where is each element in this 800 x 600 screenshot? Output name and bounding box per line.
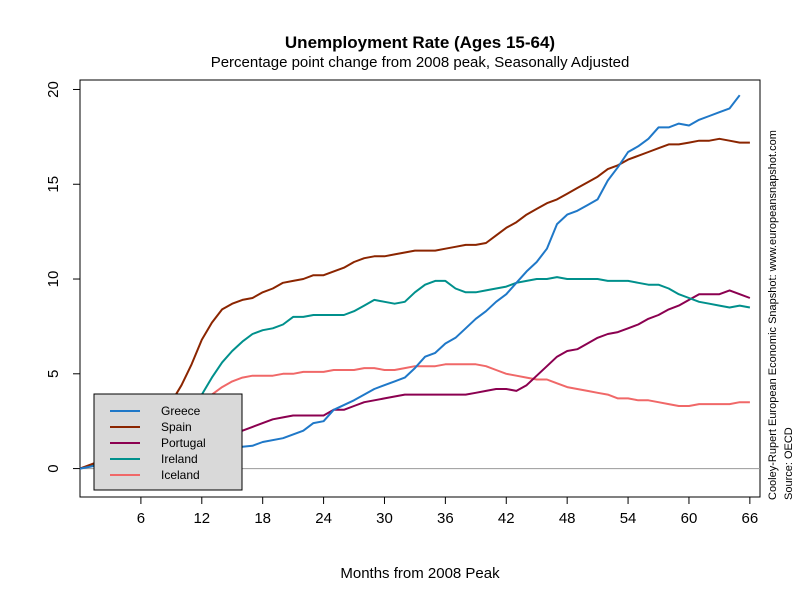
source-note-oecd: Source: OECD [783, 427, 795, 500]
x-axis: 6 12 18 24 30 36 42 48 54 60 66 [137, 497, 758, 527]
legend-label: Ireland [161, 452, 198, 466]
y-tick-label: 20 [45, 81, 62, 98]
y-tick-label: 5 [45, 370, 62, 378]
x-tick-label: 66 [742, 510, 759, 527]
x-tick-label: 24 [315, 510, 332, 527]
x-tick-label: 60 [681, 510, 698, 527]
x-tick-label: 30 [376, 510, 393, 527]
x-tick-label: 54 [620, 510, 637, 527]
x-axis-title: Months from 2008 Peak [340, 565, 500, 582]
y-tick-label: 15 [45, 176, 62, 193]
y-axis: 0 5 10 15 20 [45, 81, 80, 473]
legend: Greece Spain Portugal Ireland Iceland [93, 393, 243, 491]
series-line-spain [79, 137, 750, 470]
y-tick-label: 10 [45, 271, 62, 288]
x-tick-label: 6 [137, 510, 145, 527]
legend-label: Greece [161, 404, 201, 418]
chart-title: Unemployment Rate (Ages 15-64) [285, 33, 555, 52]
x-tick-label: 36 [437, 510, 454, 527]
series-line-iceland [79, 363, 750, 470]
series-layer [79, 94, 751, 470]
x-tick-label: 48 [559, 510, 576, 527]
x-tick-label: 42 [498, 510, 515, 527]
legend-label: Iceland [161, 468, 200, 482]
series-line-greece [79, 94, 741, 470]
series-line-ireland [79, 276, 751, 470]
x-tick-label: 12 [193, 510, 210, 527]
source-note-website: Cooley-Rupert European Economic Snapshot… [767, 130, 779, 500]
y-tick-label: 0 [45, 464, 62, 472]
chart-subtitle: Percentage point change from 2008 peak, … [211, 54, 630, 71]
series-line-portugal [79, 289, 751, 470]
x-tick-label: 18 [254, 510, 271, 527]
legend-label: Portugal [161, 436, 206, 450]
plot-area-frame [79, 79, 761, 498]
legend-label: Spain [161, 420, 192, 434]
